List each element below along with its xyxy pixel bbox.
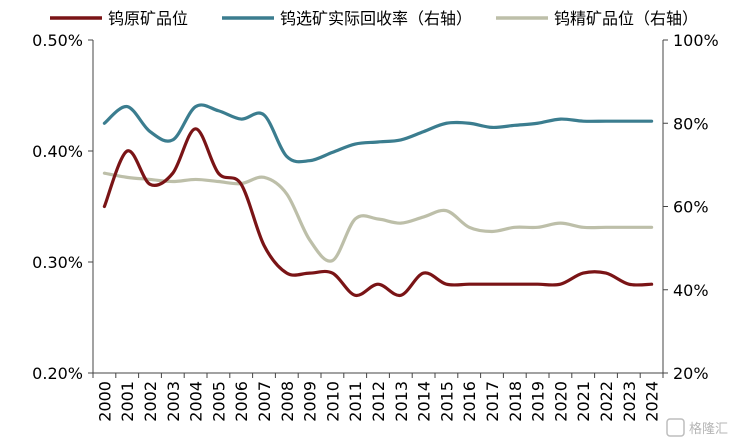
right-tick-label: 60% [673,198,709,217]
series-lines [102,103,654,297]
watermark-logo-icon [666,418,685,437]
legend-label: 钨精矿品位（右轴） [554,9,698,28]
right-tick-label: 80% [673,114,709,133]
x-tick-label: 2018 [506,381,525,422]
watermark-text: 格隆汇 [689,421,728,437]
x-tick-label: 2000 [95,381,114,422]
x-tick-label: 2011 [346,381,365,422]
legend-label: 钨原矿品位 [108,9,188,28]
x-tick-label: 2008 [278,381,297,422]
x-tick-label: 2005 [209,381,228,422]
left-tick-label: 0.30% [32,253,83,272]
left-tick-label: 0.50% [32,31,83,50]
series-line-concentrate-grade [102,171,654,263]
right-tick-label: 100% [673,31,719,50]
x-tick-label: 2024 [643,381,662,422]
legend-label: 钨选矿实际回收率（右轴） [280,9,472,28]
series-line-ore-grade [102,127,654,297]
x-tick-label: 2001 [118,381,137,422]
x-tick-label: 2023 [620,381,639,422]
axes: 0.20% 0.30% 0.40% 0.50% 20% 40% 60% 80% 100% 2000… [32,31,719,422]
x-tick-label: 2012 [369,381,388,422]
right-tick-label: 20% [673,364,709,383]
x-tick-label: 2021 [574,381,593,422]
x-tick-label: 2022 [597,381,616,422]
x-tick-label: 2020 [551,381,570,422]
left-tick-label: 0.40% [32,142,83,161]
watermark: 格隆汇 [666,418,728,437]
x-tick-label: 2006 [232,381,251,422]
x-tick-label: 2007 [255,381,274,422]
x-tick-label: 2016 [460,381,479,422]
right-tick-label: 40% [673,281,709,300]
x-tick-label: 2010 [323,381,342,422]
x-tick-label: 2004 [187,381,206,422]
legend: 钨原矿品位 钨选矿实际回收率（右轴） 钨精矿品位（右轴） [50,9,698,28]
x-tick-label: 2002 [141,381,160,422]
x-tick-label: 2019 [529,381,548,422]
left-tick-label: 0.20% [32,364,83,383]
x-tick-label: 2017 [483,381,502,422]
x-tick-label: 2003 [164,381,183,422]
series-line-recovery-rate [102,103,654,164]
x-tick-label: 2009 [301,381,320,422]
x-tick-label: 2013 [392,381,411,422]
x-tick-label: 2015 [437,381,456,422]
x-tick-label: 2014 [415,381,434,422]
